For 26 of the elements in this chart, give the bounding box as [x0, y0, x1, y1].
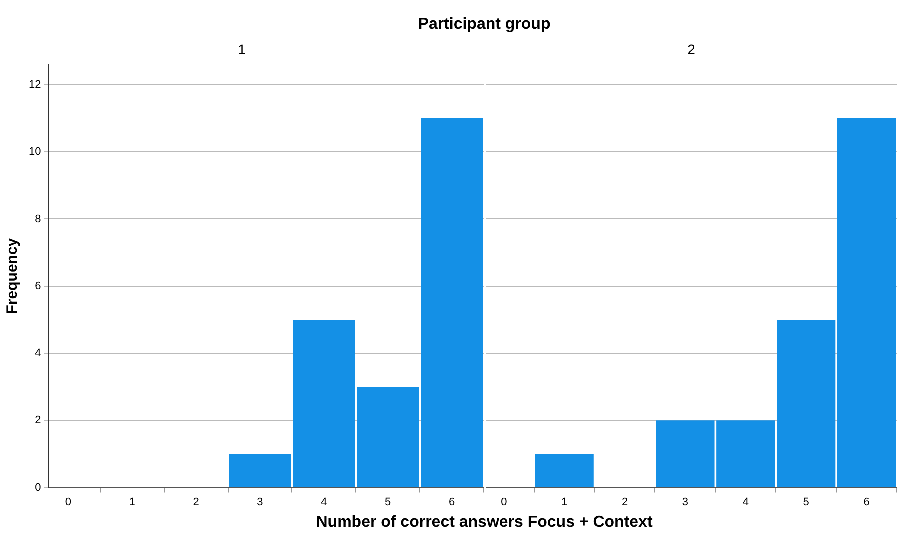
x-tick-label: 6	[448, 496, 456, 508]
y-tick-label: 0	[35, 482, 42, 494]
x-tick-label: 0	[501, 496, 508, 508]
x-tick-label: 0	[65, 496, 72, 508]
text: Participant group	[417, 16, 552, 34]
x-tick-label: 2	[622, 496, 628, 508]
y-tick-label: 4	[35, 348, 42, 360]
x-tick-label: 5	[385, 496, 392, 508]
x-tick-label: 4	[742, 496, 749, 508]
x-tick-label: 4	[321, 496, 328, 508]
y-tick-label: 12	[28, 78, 42, 91]
x-tick-label: 1	[562, 496, 568, 508]
y-tick-label: 6	[35, 280, 42, 292]
x-tick-label: 3	[682, 496, 689, 508]
chart-title: 2	[688, 41, 696, 58]
x-tick-label: 2	[193, 496, 200, 508]
y-tick-label: 10	[28, 146, 42, 158]
y-tick-label: 2	[35, 414, 42, 427]
y-tick-label: 8	[35, 213, 42, 226]
x-tick-label: 6	[864, 496, 870, 508]
x-axis-title: Number of correct answers Focus + Context	[315, 514, 654, 532]
y-axis-title: Frequency	[4, 238, 22, 314]
x-tick-label: 1	[129, 496, 136, 508]
chart-title: 1	[238, 41, 246, 58]
x-tick-label: 5	[803, 496, 810, 508]
x-tick-label: 3	[257, 496, 264, 508]
